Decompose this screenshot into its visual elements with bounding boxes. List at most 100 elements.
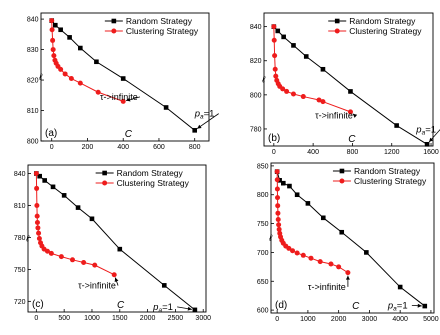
chart-panel-4: 0 1000 2000 3000 4000 5000 600 650 700 750 800 850 R… <box>257 162 439 323</box>
data-point-circle <box>274 169 280 175</box>
data-point-square <box>394 123 399 128</box>
data-point-circle <box>34 185 40 191</box>
y-axis-label: ℓ <box>268 233 272 243</box>
panel-label: (b) <box>268 133 280 144</box>
data-point-circle <box>328 261 334 267</box>
annotation-arrow-head <box>352 113 358 118</box>
y-tick-label: 780 <box>250 126 262 133</box>
data-point-circle <box>336 264 342 270</box>
legend-marker-circle <box>334 28 340 34</box>
data-point-circle <box>272 53 278 59</box>
data-point-circle <box>36 230 42 236</box>
y-tick-label: 800 <box>250 92 262 99</box>
data-point-circle <box>320 99 326 105</box>
y-tick-label: 720 <box>14 299 26 306</box>
x-tick-label: 2500 <box>168 315 184 322</box>
y-tick-label: 850 <box>257 163 269 170</box>
x-tick-label: 3000 <box>362 316 378 323</box>
chart-panel-2: 0 400 800 1200 1600 780 800 820 840 Random Strate… <box>250 12 440 156</box>
y-tick-label: 700 <box>257 250 269 257</box>
x-tick-label: 4000 <box>392 316 408 323</box>
y-tick-label: 750 <box>257 221 269 228</box>
data-point-square <box>75 205 81 210</box>
data-point-square <box>37 173 42 179</box>
y-tick-label: 780 <box>14 235 26 242</box>
annotation-arrow-head <box>114 277 119 282</box>
data-point-circle <box>49 18 55 24</box>
data-point-square <box>89 216 95 222</box>
legend-marker-circle <box>111 28 117 34</box>
plot-frame <box>270 162 435 314</box>
plot-frame <box>27 164 207 313</box>
data-point-square <box>94 59 99 65</box>
data-point-square <box>287 183 292 189</box>
series-line-2 <box>273 26 351 113</box>
data-point-circle <box>44 248 50 254</box>
x-tick-label: 1500 <box>112 315 128 322</box>
legend-marker-circle <box>102 180 108 186</box>
data-point-circle <box>271 37 277 43</box>
panel-label: (c) <box>32 299 44 310</box>
y-tick-label: 840 <box>27 17 39 24</box>
data-point-square <box>303 54 309 59</box>
x-tick-label: 400 <box>117 144 129 151</box>
data-point-circle <box>271 24 277 30</box>
data-point-circle <box>300 94 306 100</box>
data-point-circle <box>68 76 74 82</box>
x-axis-label: C <box>125 129 133 140</box>
data-point-circle <box>58 254 64 260</box>
data-point-square <box>364 250 369 255</box>
x-tick-label: 800 <box>347 149 359 156</box>
x-tick-label: 2000 <box>331 316 347 323</box>
data-point-square <box>348 89 353 94</box>
y-axis-label: ℓ <box>38 72 42 82</box>
data-point-circle <box>316 97 322 103</box>
y-tick-label: 650 <box>257 279 269 286</box>
annotation-pa: pa=1 <box>387 300 408 312</box>
chart-panel-3: 0 500 1000 1500 2000 2500 3000 720 750 780 810 840 R… <box>14 164 211 322</box>
data-point-circle <box>34 213 40 219</box>
data-point-circle <box>300 252 306 258</box>
data-point-square <box>422 303 428 309</box>
data-point-circle <box>95 89 101 95</box>
legend-label: Clustering Strategy <box>354 176 427 186</box>
x-tick-label: 800 <box>189 144 201 151</box>
data-point-circle <box>81 259 87 265</box>
series-line-1 <box>51 20 196 131</box>
data-point-circle <box>290 248 296 254</box>
y-tick-label: 820 <box>27 78 39 85</box>
x-axis-label: C <box>117 300 125 311</box>
x-tick-label: 0 <box>272 149 276 156</box>
data-point-square <box>291 43 296 48</box>
legend-label: Random Strategy <box>117 168 184 178</box>
data-point-square <box>50 184 56 190</box>
x-tick-label: 0 <box>34 315 38 322</box>
y-tick-label: 820 <box>250 58 262 65</box>
data-point-square <box>281 34 286 40</box>
annotation-pa: pa=1 <box>152 302 173 314</box>
data-point-circle <box>284 88 290 94</box>
x-tick-label: 3000 <box>195 315 211 322</box>
data-point-circle <box>275 217 281 223</box>
data-point-circle <box>33 171 39 177</box>
data-point-circle <box>275 203 281 209</box>
data-point-circle <box>276 226 282 232</box>
data-point-circle <box>77 80 83 86</box>
x-tick-label: 1000 <box>84 315 100 322</box>
annotation-arrow-head <box>126 97 131 102</box>
series-line-1 <box>36 173 196 311</box>
legend-label: Random Strategy <box>349 16 416 26</box>
data-point-square <box>61 193 67 198</box>
data-point-circle <box>111 272 117 278</box>
legend-label: Clustering Strategy <box>349 26 422 36</box>
x-tick-label: 5000 <box>423 316 439 323</box>
data-point-square <box>42 178 47 183</box>
data-point-circle <box>48 250 54 256</box>
y-tick-label: 840 <box>250 24 262 31</box>
data-point-circle <box>345 270 351 276</box>
y-axis-label: ℓ <box>261 75 265 85</box>
data-point-circle <box>120 98 126 104</box>
annotation-arrow-head <box>187 306 192 311</box>
x-tick-label: 1000 <box>300 316 316 323</box>
data-point-square <box>424 141 430 147</box>
